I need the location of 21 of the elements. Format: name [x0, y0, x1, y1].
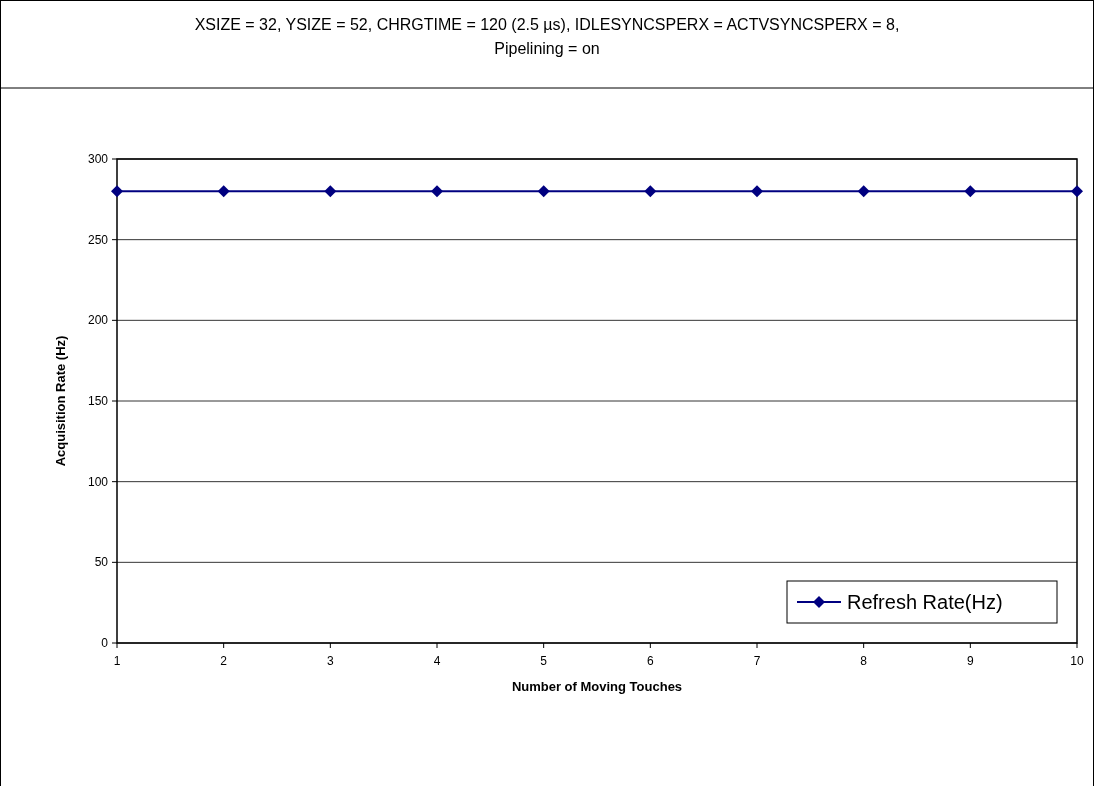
x-tick-label: 3 — [326, 654, 334, 668]
x-tick-label: 9 — [966, 654, 974, 668]
y-tick-label: 200 — [87, 313, 109, 328]
x-tick-label: 1 — [113, 654, 121, 668]
y-axis-title: Acquisition Rate (Hz) — [53, 335, 68, 467]
x-tick-label: 7 — [753, 654, 761, 668]
x-axis-title: Number of Moving Touches — [511, 679, 683, 694]
y-tick-label: 150 — [87, 394, 109, 408]
y-tick-label: 250 — [87, 232, 109, 247]
chart-title: XSIZE = 32, YSIZE = 52, CHRGTIME = 120 (2.5 µs), IDLESYNCSPERX = ACTVSYNCSPERX = 8, Pipelining = on — [194, 16, 900, 57]
x-tick-label: 4 — [433, 654, 441, 668]
x-tick-label: 10 — [1070, 654, 1084, 668]
x-tick-label: 6 — [646, 654, 654, 668]
x-tick-label: 2 — [220, 654, 228, 668]
y-tick-label: 0 — [101, 636, 109, 650]
legend-label: Refresh Rate(Hz) — [847, 591, 1003, 613]
y-tick-label: 50 — [94, 555, 109, 570]
y-tick-label: 300 — [87, 152, 109, 166]
y-tick-label: 100 — [87, 474, 109, 489]
x-tick-label: 5 — [540, 654, 548, 668]
x-tick-label: 8 — [860, 654, 868, 668]
